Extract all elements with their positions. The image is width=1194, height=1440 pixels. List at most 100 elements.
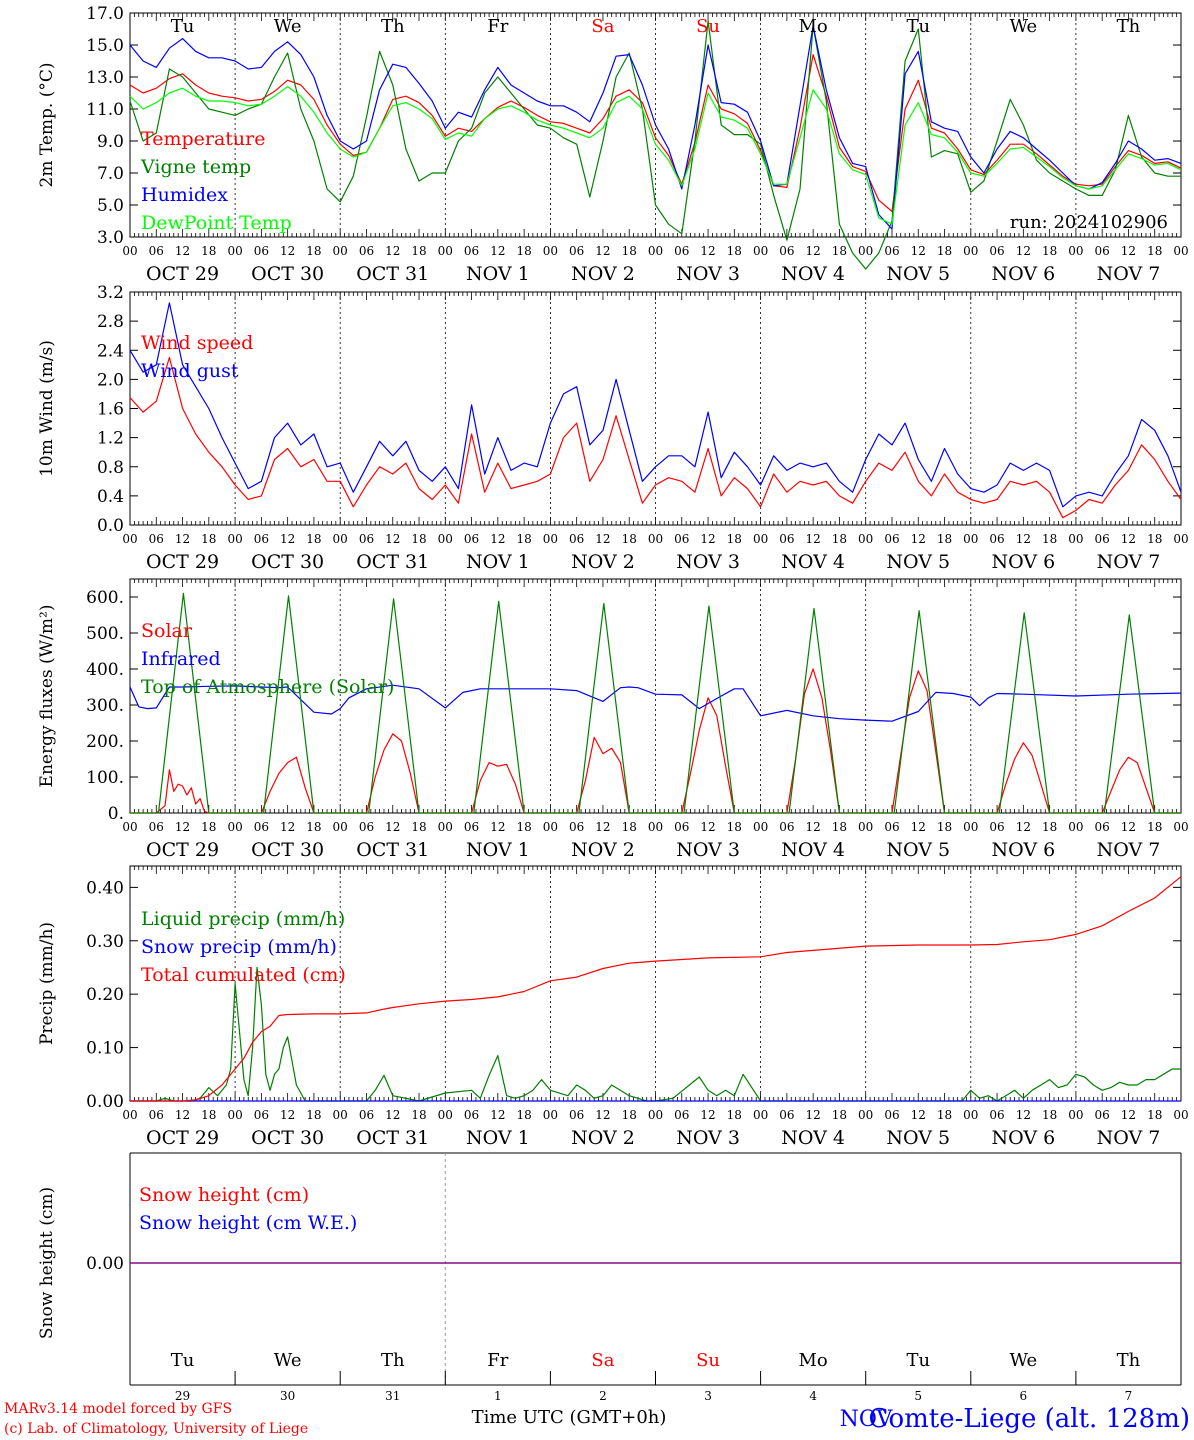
hour-tick-label: 06 [779,820,794,834]
hour-tick-label: 18 [937,244,952,258]
hour-tick-label: 00 [227,820,242,834]
date-label: OCT 31 [356,263,429,285]
day-number-label: 30 [280,1389,295,1403]
hour-tick-label: 00 [858,820,873,834]
hour-tick-label: 18 [306,244,321,258]
hour-tick-label: 06 [464,532,479,546]
hour-tick-label: 12 [1121,244,1136,258]
legend-label: Total cumulated (cm) [141,964,346,986]
hour-tick-label: 12 [1121,820,1136,834]
legend-label: Liquid precip (mm/h) [141,908,345,930]
hour-tick-label: 18 [622,1108,637,1122]
date-label: NOV 3 [676,263,740,285]
y-tick-label: 0.40 [86,878,124,898]
hour-tick-label: 18 [832,820,847,834]
hour-tick-label: 18 [516,244,531,258]
weekday-label: Su [696,16,720,37]
hour-tick-label: 18 [622,532,637,546]
y-tick-label: 1.6 [97,400,124,420]
date-label: OCT 31 [356,1127,429,1149]
weekday-label: Th [1117,1350,1141,1371]
y-tick-label: 0.8 [97,458,124,478]
date-label: NOV 4 [781,263,845,285]
hour-tick-label: 00 [227,532,242,546]
hour-tick-label: 18 [306,820,321,834]
legend-label: Snow height (cm) [139,1184,309,1206]
hour-tick-label: 06 [569,1108,584,1122]
hour-tick-label: 00 [648,820,663,834]
hour-tick-label: 06 [359,1108,374,1122]
y-tick-label: 5.0 [97,196,124,216]
hour-tick-label: 18 [1147,244,1162,258]
hour-tick-label: 18 [1147,532,1162,546]
hour-tick-label: 06 [149,1108,164,1122]
date-label: NOV 5 [886,839,950,861]
y-tick-label: 0.10 [86,1039,124,1059]
legend-label: Temperature [141,128,265,150]
hour-tick-label: 12 [280,820,295,834]
hour-tick-label: 06 [359,820,374,834]
hour-tick-label: 00 [227,244,242,258]
hour-tick-label: 06 [359,532,374,546]
hour-tick-label: 06 [254,244,269,258]
hour-tick-label: 18 [937,820,952,834]
y-tick-label: 0.00 [86,1092,124,1112]
legend-label: Snow height (cm W.E.) [139,1212,357,1234]
y-tick-label: 0. [108,804,124,824]
hour-tick-label: 06 [989,820,1004,834]
hour-tick-label: 06 [674,1108,689,1122]
hour-tick-label: 06 [884,1108,899,1122]
hour-tick-label: 00 [963,244,978,258]
hour-tick-label: 12 [595,244,610,258]
hour-tick-label: 18 [201,244,216,258]
day-number-label: 6 [1020,1389,1028,1403]
x-axis-title: Time UTC (GMT+0h) [472,1407,667,1428]
hour-tick-label: 06 [779,1108,794,1122]
hour-tick-label: 00 [1173,244,1188,258]
hour-tick-label: 12 [806,820,821,834]
weekday-label: Fr [487,16,508,37]
hour-tick-label: 06 [464,820,479,834]
hour-tick-label: 18 [516,1108,531,1122]
legend-label: Top of Atmosphere (Solar) [141,676,394,698]
weekday-label: We [1010,16,1038,37]
date-label: NOV 7 [1097,263,1161,285]
hour-tick-label: 00 [648,532,663,546]
hour-tick-label: 18 [622,820,637,834]
hour-tick-label: 18 [727,820,742,834]
weekday-label: Su [696,1350,720,1371]
date-label: OCT 29 [146,551,219,573]
date-label: NOV 5 [886,551,950,573]
hour-tick-label: 18 [201,1108,216,1122]
panel-precip: 0.00 0.10 0.20 0.30 0.40 Precip (mm/h) Liquid … [37,865,1189,1149]
series-line-2 [130,592,1181,814]
hour-tick-label: 00 [648,1108,663,1122]
hour-tick-label: 06 [149,532,164,546]
hour-tick-label: 00 [543,532,558,546]
hour-tick-label: 18 [201,532,216,546]
hour-tick-label: 06 [254,532,269,546]
y-tick-label: 500. [86,624,124,644]
hour-tick-label: 18 [516,820,531,834]
hour-tick-label: 00 [543,1108,558,1122]
hour-tick-label: 12 [385,820,400,834]
hour-tick-label: 18 [411,244,426,258]
hour-tick-label: 06 [149,244,164,258]
weekday-label: Sa [591,1350,614,1371]
hour-tick-label: 06 [1095,1108,1110,1122]
hour-tick-label: 18 [411,1108,426,1122]
y-axis-title: 10m Wind (m/s) [37,340,57,477]
y-tick-label: 15.0 [86,36,124,56]
hour-tick-label: 18 [832,1108,847,1122]
hour-tick-label: 00 [963,532,978,546]
time-ticks [129,292,1182,525]
hour-tick-label: 18 [937,1108,952,1122]
run-label: run: 2024102906 [1010,212,1168,233]
date-label: NOV 4 [781,839,845,861]
hour-tick-label: 00 [122,820,137,834]
hour-tick-label: 00 [1068,532,1083,546]
series-line-0 [130,966,1181,1102]
weekday-label: Sa [591,16,614,37]
weekday-label: Tu [171,1350,195,1371]
